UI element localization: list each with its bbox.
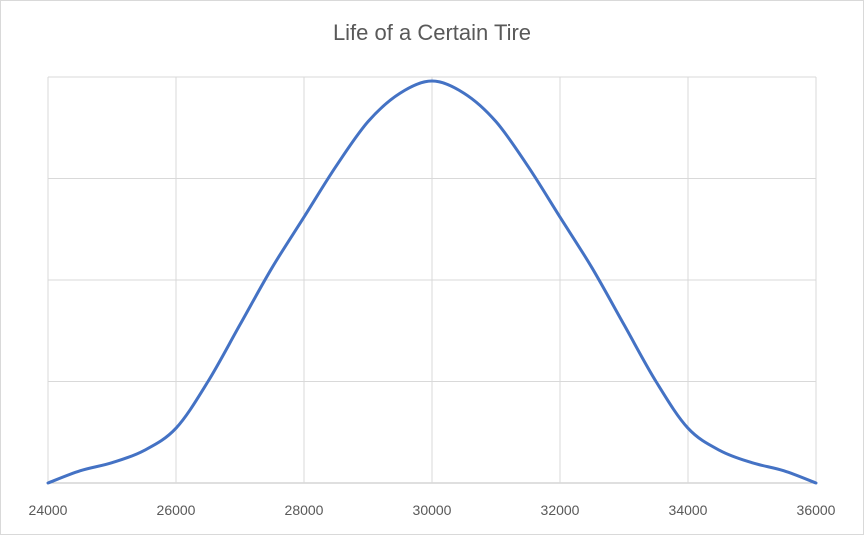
series-line: [46, 79, 818, 485]
gridlines: [47, 76, 817, 484]
x-tick-label: 36000: [797, 502, 836, 518]
x-tick-label: 26000: [157, 502, 196, 518]
x-tick-label: 30000: [413, 502, 452, 518]
chart-title: Life of a Certain Tire: [332, 20, 532, 45]
series-layer: [46, 79, 818, 485]
x-axis-tick-labels: 24000 26000 28000 30000 32000 34000 36000: [29, 502, 836, 518]
x-tick-label: 24000: [29, 502, 68, 518]
x-tick-label: 34000: [669, 502, 708, 518]
x-tick-label: 32000: [541, 502, 580, 518]
x-tick-label: 28000: [285, 502, 324, 518]
